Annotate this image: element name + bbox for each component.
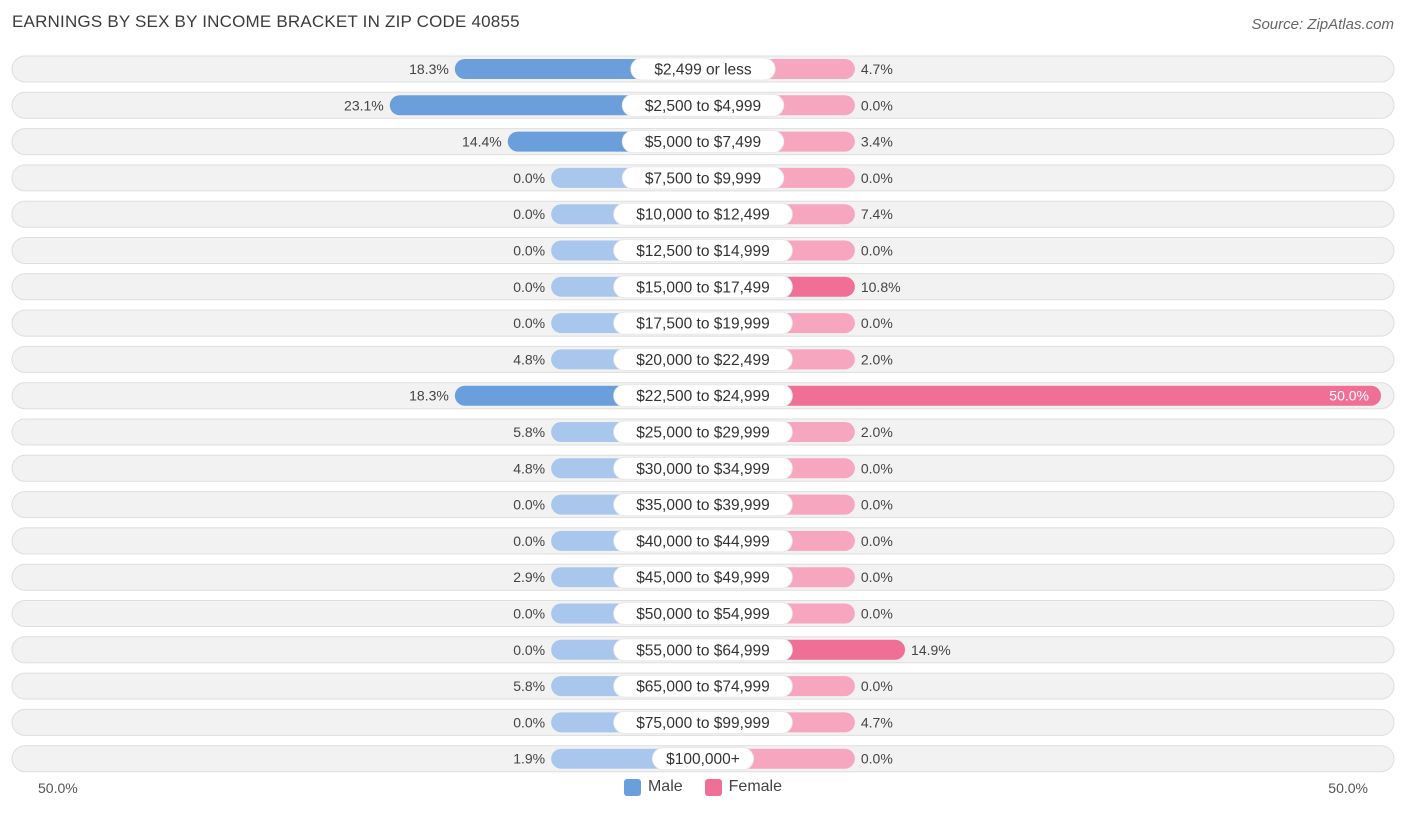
- male-value-label: 0.0%: [513, 279, 545, 295]
- male-value-label: 0.0%: [513, 714, 545, 730]
- category-pill: [613, 347, 793, 371]
- category-pill: [613, 239, 793, 262]
- male-value-label: 1.9%: [513, 751, 545, 767]
- male-value-label: 0.0%: [513, 315, 545, 331]
- category-pill: [613, 493, 793, 517]
- category-label: $15,000 to $17,499: [636, 279, 770, 296]
- axis-label-left: 50.0%: [38, 780, 78, 796]
- category-pill: [613, 384, 793, 408]
- male-value-label: 4.8%: [513, 351, 545, 367]
- female-value-label: 0.0%: [861, 315, 893, 331]
- category-pill: [613, 456, 793, 480]
- category-pill: [613, 275, 793, 299]
- category-label: $17,500 to $19,999: [636, 316, 770, 333]
- male-value-label: 2.9%: [513, 569, 545, 585]
- category-pill: [613, 674, 793, 698]
- category-pill: [613, 565, 793, 589]
- category-pill: [621, 166, 785, 190]
- category-label: $45,000 to $49,999: [636, 570, 770, 587]
- legend-label-male: Male: [647, 778, 683, 795]
- category-label: $5,000 to $7,499: [645, 134, 761, 151]
- legend-swatch-female: [704, 778, 722, 796]
- male-value-label: 0.0%: [513, 606, 545, 622]
- axis-label-right: 50.0%: [1328, 780, 1368, 796]
- male-value-label: 0.0%: [513, 497, 545, 513]
- category-label: $20,000 to $22,499: [636, 352, 770, 369]
- female-value-label: 14.9%: [911, 642, 951, 658]
- legend: Male Female: [0, 778, 1406, 796]
- female-value-label: 3.4%: [861, 134, 893, 150]
- category-pill: [613, 311, 793, 335]
- female-value-label: 0.0%: [861, 460, 893, 476]
- male-value-label: 18.3%: [409, 61, 449, 77]
- category-label: $75,000 to $99,999: [636, 715, 770, 732]
- legend-label-female: Female: [728, 778, 783, 795]
- female-value-label: 0.0%: [861, 533, 893, 549]
- category-pill: [613, 638, 793, 662]
- legend-swatch-male: [623, 778, 641, 796]
- female-value-label: 0.0%: [861, 243, 893, 259]
- category-label: $50,000 to $54,999: [636, 606, 770, 623]
- category-label: $55,000 to $64,999: [636, 642, 770, 659]
- male-value-label: 18.3%: [409, 388, 449, 404]
- category-label: $25,000 to $29,999: [636, 425, 770, 442]
- category-label: $100,000+: [666, 751, 740, 768]
- female-value-label: 0.0%: [861, 751, 893, 767]
- source-credit: Source: ZipAtlas.com: [1251, 16, 1394, 33]
- female-bar: [703, 385, 1381, 406]
- category-label: $7,500 to $9,999: [645, 170, 761, 187]
- female-value-label: 7.4%: [861, 206, 893, 222]
- category-pill: [613, 602, 793, 625]
- female-value-label: 50.0%: [1329, 388, 1369, 404]
- category-label: $10,000 to $12,499: [636, 207, 770, 224]
- male-value-label: 0.0%: [513, 243, 545, 259]
- female-value-label: 0.0%: [861, 606, 893, 622]
- female-value-label: 2.0%: [861, 351, 893, 367]
- male-value-label: 23.1%: [344, 97, 384, 113]
- male-value-label: 0.0%: [513, 642, 545, 658]
- category-pill: [613, 711, 793, 734]
- category-pill: [613, 420, 793, 444]
- legend-item-female[interactable]: Female: [704, 778, 783, 796]
- legend-item-male[interactable]: Male: [623, 778, 683, 796]
- category-label: $40,000 to $44,999: [636, 533, 770, 550]
- female-value-label: 0.0%: [861, 497, 893, 513]
- category-label: $12,500 to $14,999: [636, 243, 770, 260]
- male-value-label: 4.8%: [513, 460, 545, 476]
- male-value-label: 0.0%: [513, 170, 545, 186]
- female-value-label: 0.0%: [861, 678, 893, 694]
- category-pill: [613, 529, 793, 553]
- category-label: $22,500 to $24,999: [636, 388, 770, 405]
- chart-title: EARNINGS BY SEX BY INCOME BRACKET IN ZIP…: [12, 12, 520, 31]
- female-value-label: 10.8%: [861, 279, 901, 295]
- female-value-label: 0.0%: [861, 97, 893, 113]
- category-label: $35,000 to $39,999: [636, 497, 770, 514]
- female-value-label: 2.0%: [861, 424, 893, 440]
- male-value-label: 5.8%: [513, 424, 545, 440]
- male-value-label: 14.4%: [462, 134, 502, 150]
- male-value-label: 5.8%: [513, 678, 545, 694]
- category-pill: [651, 747, 755, 771]
- category-pill: [621, 130, 785, 154]
- category-label: $2,500 to $4,999: [645, 98, 761, 115]
- category-label: $30,000 to $34,999: [636, 461, 770, 478]
- female-value-label: 4.7%: [861, 714, 893, 730]
- category-label: $2,499 or less: [654, 62, 752, 79]
- category-pill: [621, 93, 785, 117]
- female-value-label: 4.7%: [861, 61, 893, 77]
- category-label: $65,000 to $74,999: [636, 679, 770, 696]
- female-value-label: 0.0%: [861, 569, 893, 585]
- female-value-label: 0.0%: [861, 170, 893, 186]
- category-pill: [630, 57, 776, 81]
- male-value-label: 0.0%: [513, 206, 545, 222]
- male-value-label: 0.0%: [513, 533, 545, 549]
- category-pill: [613, 202, 793, 226]
